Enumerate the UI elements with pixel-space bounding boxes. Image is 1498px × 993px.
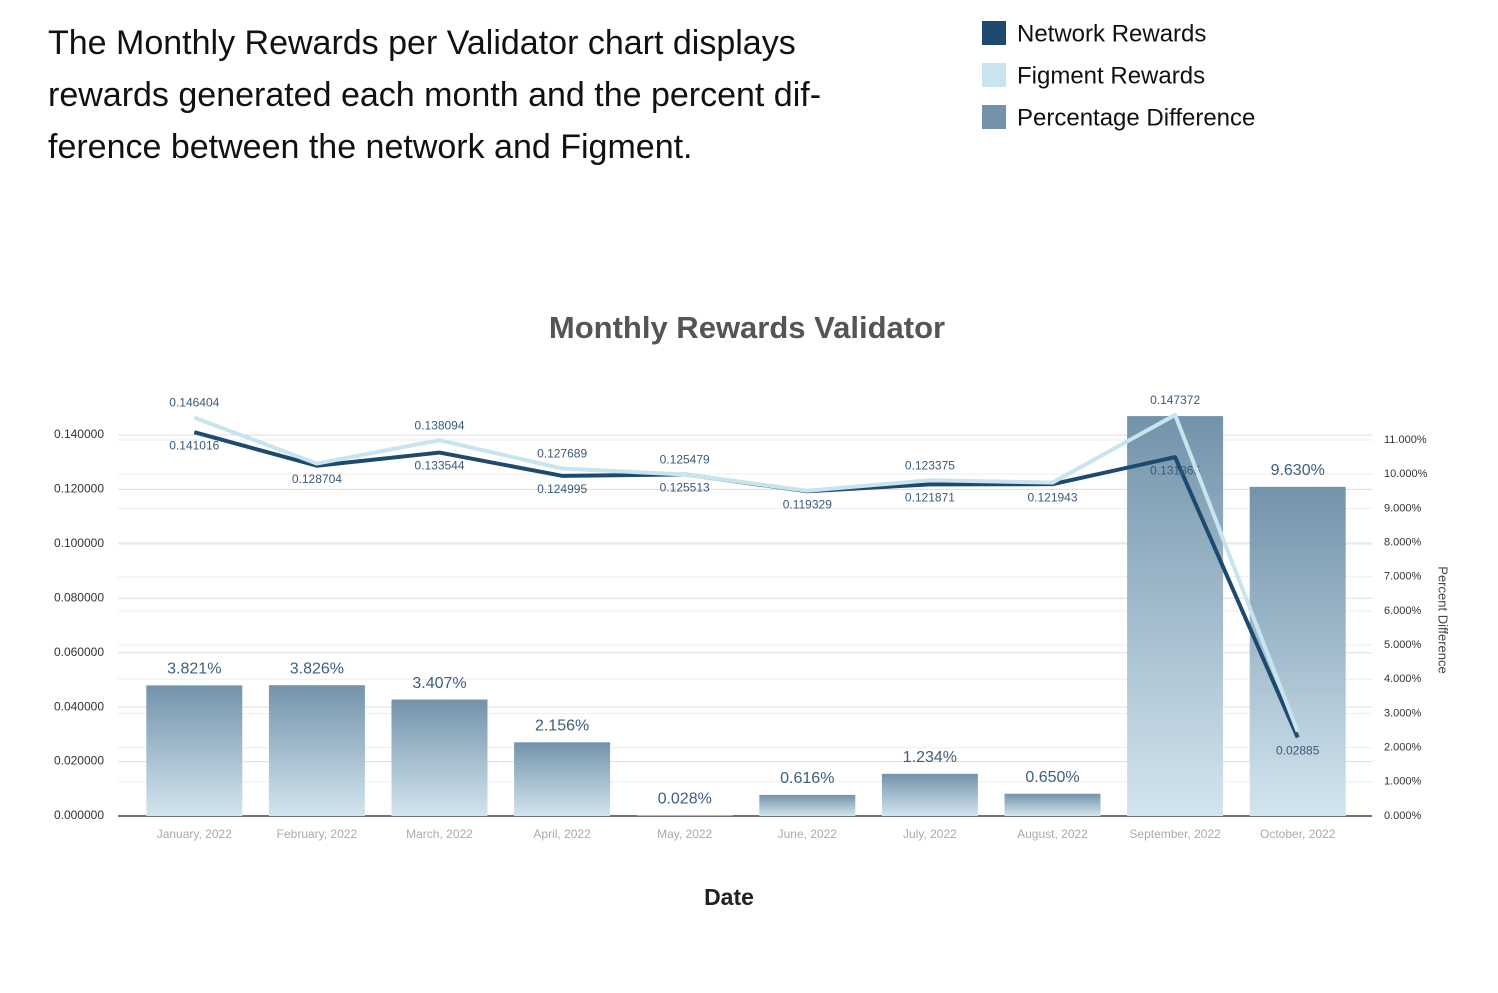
line-value-label: 0.125479	[660, 453, 710, 467]
bar	[1127, 416, 1224, 816]
bar-value-label: 2.156%	[535, 718, 589, 735]
legend-swatch	[982, 105, 1006, 129]
line-value-label: 0.124995	[537, 482, 587, 496]
bar	[268, 685, 365, 816]
x-tick-label: March, 2022	[406, 827, 473, 841]
x-tick-label: February, 2022	[277, 827, 358, 841]
x-tick-label: June, 2022	[778, 827, 838, 841]
legend-swatch	[982, 21, 1006, 45]
y2-tick-label: 1.000%	[1384, 776, 1422, 788]
description-line: The Monthly Rewards per Validator chart …	[48, 24, 796, 62]
x-tick-label: September, 2022	[1129, 827, 1221, 841]
x-tick-label: August, 2022	[1017, 827, 1088, 841]
y2-tick-label: 10.000%	[1384, 468, 1428, 480]
line-value-label: 0.128704	[292, 472, 342, 486]
chart-title: Monthly Rewards Validator	[549, 310, 945, 345]
legend-label: Percentage Difference	[1017, 104, 1255, 131]
line-value-label: 0.121943	[1027, 490, 1077, 504]
y-tick-label: 0.060000	[54, 645, 104, 659]
y-tick-label: 0.000000	[54, 808, 104, 822]
line-value-label: 0.127689	[537, 447, 587, 461]
y2-axis-label: Percent Difference	[1436, 566, 1451, 673]
line-value-label: 0.121871	[905, 491, 955, 505]
line-value-label: 0.141016	[169, 438, 219, 452]
bar	[636, 815, 733, 816]
y2-tick-label: 8.000%	[1384, 536, 1422, 548]
y2-tick-label: 5.000%	[1384, 639, 1422, 651]
line-value-label: 0.133544	[414, 459, 464, 473]
y2-tick-label: 6.000%	[1384, 605, 1422, 617]
x-tick-label: April, 2022	[533, 827, 591, 841]
description-line: rewards generated each month and the per…	[48, 76, 821, 114]
line-value-label: 0.138094	[414, 418, 464, 432]
legend-swatch	[982, 63, 1006, 87]
line-value-label: 0.123375	[905, 458, 955, 472]
y2-tick-label: 11.000%	[1384, 434, 1427, 446]
bar-value-label: 0.650%	[1025, 769, 1079, 786]
bar	[1249, 486, 1346, 816]
line-value-label: 0.02885	[1276, 744, 1320, 758]
y-tick-label: 0.080000	[54, 590, 104, 604]
bar-value-label: 3.826%	[290, 660, 344, 677]
y-tick-label: 0.120000	[54, 482, 104, 496]
bar-value-label: 0.028%	[658, 790, 712, 807]
bar	[881, 773, 978, 816]
y2-tick-label: 9.000%	[1384, 502, 1422, 514]
x-tick-label: October, 2022	[1260, 827, 1336, 841]
bar-value-label: 3.821%	[167, 661, 221, 678]
bar	[1004, 793, 1101, 816]
bar-value-label: 0.616%	[780, 770, 834, 787]
bar	[146, 685, 243, 816]
x-tick-label: January, 2022	[157, 827, 232, 841]
x-tick-label: July, 2022	[903, 827, 957, 841]
bar	[391, 699, 488, 816]
x-tick-label: May, 2022	[657, 827, 712, 841]
x-axis-label: Date	[704, 884, 754, 910]
line-value-label: 0.146404	[169, 396, 219, 410]
line-value-label: 0.131865	[1150, 463, 1200, 477]
y2-tick-label: 0.000%	[1384, 810, 1422, 822]
line-value-label: 0.125513	[660, 481, 710, 495]
y-tick-label: 0.020000	[54, 754, 104, 768]
y2-tick-label: 3.000%	[1384, 707, 1422, 719]
bar	[514, 742, 611, 816]
line-value-label: 0.119329	[783, 497, 832, 511]
y-tick-label: 0.140000	[54, 427, 104, 441]
bar-value-label: 1.234%	[903, 749, 957, 766]
bar-value-label: 9.630%	[1271, 462, 1325, 479]
legend-label: Network Rewards	[1017, 20, 1206, 47]
line-value-label: 0.147372	[1150, 393, 1200, 407]
description-line: ference between the network and Figment.	[48, 128, 693, 166]
bar-value-label: 3.407%	[412, 675, 466, 692]
y2-tick-label: 4.000%	[1384, 673, 1422, 685]
y2-tick-label: 7.000%	[1384, 571, 1422, 583]
y2-tick-label: 2.000%	[1384, 742, 1422, 754]
y-tick-label: 0.040000	[54, 699, 104, 713]
line	[193, 412, 1300, 733]
bar	[759, 794, 856, 816]
legend-label: Figment Rewards	[1017, 62, 1205, 89]
y-tick-label: 0.100000	[54, 536, 104, 550]
